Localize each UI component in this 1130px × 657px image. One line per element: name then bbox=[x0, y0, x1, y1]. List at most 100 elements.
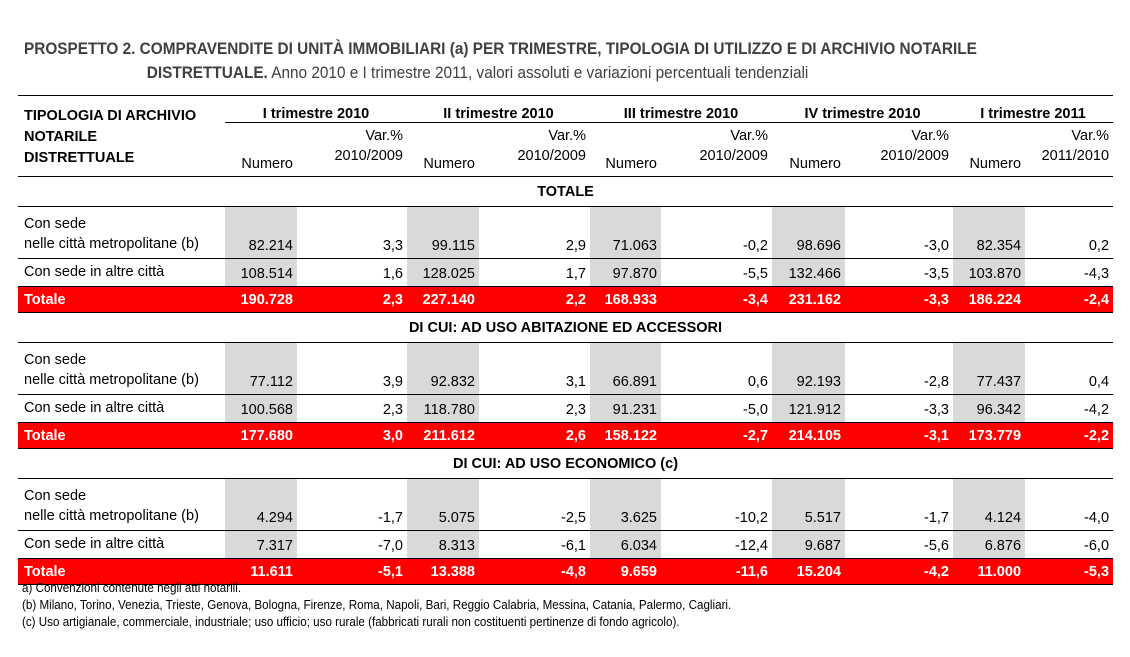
numero-cell: 91.231 bbox=[590, 394, 661, 423]
total-variation-cell: -3,1 bbox=[845, 422, 954, 449]
column-group-header: I trimestre 2011 bbox=[953, 95, 1114, 123]
numero-header: Numero bbox=[789, 156, 841, 172]
row-header-line: TIPOLOGIA DI ARCHIVIO bbox=[24, 108, 197, 124]
variation-header: Var.% 2010/2009 bbox=[297, 123, 407, 177]
variation-header-line1: Var.% bbox=[730, 128, 768, 144]
row-label-line: Con sede in altre città bbox=[24, 400, 165, 416]
total-numero-cell: 214.105 bbox=[772, 422, 845, 449]
numero-cell: 6.876 bbox=[953, 530, 1026, 559]
title-bold: DISTRETTUALE. bbox=[146, 64, 268, 82]
total-variation-cell: -2,7 bbox=[661, 422, 772, 449]
numero-header: Numero bbox=[969, 156, 1022, 172]
numero-cell: 103.870 bbox=[953, 258, 1026, 287]
row-header-label: TIPOLOGIA DI ARCHIVIO NOTARILE DISTRETTUAL… bbox=[18, 95, 225, 177]
total-row: Totale 190.728 2,3 227.140 2,2 168.933 -3,4 231… bbox=[18, 286, 1114, 313]
row-label: Con sede nelle città metropolitane (b) bbox=[18, 478, 225, 531]
variation-header-line1: Var.% bbox=[365, 128, 403, 144]
section-header-row: DI CUI: AD USO ECONOMICO (c) bbox=[18, 448, 1114, 479]
total-variation-cell: -3,4 bbox=[661, 286, 772, 313]
variation-cell: -10,2 bbox=[661, 478, 772, 531]
variation-cell: -12,4 bbox=[661, 530, 772, 559]
section-header-row: DI CUI: AD USO ABITAZIONE ED ACCESSORI bbox=[18, 312, 1114, 343]
numero-cell: 6.034 bbox=[590, 530, 661, 559]
row-label-line: Con sede bbox=[24, 488, 87, 504]
variation-cell: 2,3 bbox=[297, 394, 407, 423]
total-numero-cell: 186.224 bbox=[953, 286, 1026, 313]
column-group-header: I trimestre 2010 bbox=[225, 95, 407, 123]
total-variation-cell: 2,6 bbox=[479, 422, 590, 449]
table-title: PROSPETTO 2. COMPRAVENDITE DI UNITÀ IMMO… bbox=[24, 37, 977, 85]
total-variation-cell: -2,2 bbox=[1025, 422, 1114, 449]
total-label: Totale bbox=[18, 422, 225, 449]
total-numero-cell: 231.162 bbox=[772, 286, 845, 313]
variation-cell: -2,5 bbox=[479, 478, 590, 531]
variation-header-line2: 2010/2009 bbox=[880, 148, 950, 164]
numero-cell: 9.687 bbox=[772, 530, 845, 559]
variation-cell: -5,5 bbox=[661, 258, 772, 287]
total-numero-cell: 211.612 bbox=[407, 422, 479, 449]
row-label-line: nelle città metropolitane (b) bbox=[24, 236, 199, 252]
row-label: Con sede nelle città metropolitane (b) bbox=[18, 206, 225, 259]
footnotes: a) Convenzioni contenute negli atti nota… bbox=[22, 580, 731, 631]
variation-header-line2: 2010/2009 bbox=[699, 148, 768, 164]
row-label-line: Con sede in altre città bbox=[24, 264, 165, 280]
subheader-row: Numero Var.% 2010/2009 Numero Var.% 2010/2009… bbox=[18, 123, 1113, 177]
row-label-line: Con sede in altre città bbox=[24, 536, 165, 552]
variation-cell: -4,3 bbox=[1025, 258, 1114, 287]
numero-cell: 118.780 bbox=[407, 394, 479, 423]
numero-cell: 4.294 bbox=[225, 478, 297, 531]
total-variation-cell: 2,2 bbox=[479, 286, 590, 313]
numero-cell: 121.912 bbox=[772, 394, 845, 423]
numero-cell: 7.317 bbox=[225, 530, 297, 559]
numero-cell: 82.214 bbox=[225, 206, 297, 259]
data-table: TIPOLOGIA DI ARCHIVIO NOTARILE DISTRETTUAL… bbox=[18, 95, 1114, 585]
variation-cell: -7,0 bbox=[297, 530, 407, 559]
numero-cell: 132.466 bbox=[772, 258, 845, 287]
column-group-header: IV trimestre 2010 bbox=[772, 95, 954, 123]
total-row: Totale 177.680 3,0 211.612 2,6 158.122 -2,7 214… bbox=[18, 422, 1114, 449]
row-label: Con sede in altre città bbox=[18, 394, 225, 423]
numero-cell: 8.313 bbox=[407, 530, 479, 559]
title-line-2: DISTRETTUALE. Anno 2010 e I trimestre 20… bbox=[24, 61, 977, 85]
total-variation-cell: 2,3 bbox=[297, 286, 407, 313]
total-numero-cell: 177.680 bbox=[225, 422, 297, 449]
numero-cell: 92.832 bbox=[407, 342, 479, 395]
numero-cell: 77.437 bbox=[953, 342, 1026, 395]
variation-cell: -2,8 bbox=[845, 342, 954, 395]
variation-header-line2: 2011/2010 bbox=[1041, 148, 1110, 164]
row-header-line: NOTARILE bbox=[24, 129, 98, 145]
variation-header: Var.% 2011/2010 bbox=[1025, 123, 1113, 177]
row-label-line: Con sede bbox=[24, 216, 87, 232]
total-numero-cell: 11.611 bbox=[225, 558, 297, 585]
table-row: Con sede nelle città metropolitane (b) 77.… bbox=[18, 342, 1114, 395]
footnote: a) Convenzioni contenute negli atti nota… bbox=[22, 581, 242, 595]
table-row: Con sede nelle città metropolitane (b) 82.… bbox=[18, 206, 1114, 259]
numero-header: Numero bbox=[241, 156, 293, 172]
variation-cell: 0,4 bbox=[1025, 342, 1114, 395]
column-group-header: III trimestre 2010 bbox=[590, 95, 772, 123]
row-label: Con sede in altre città bbox=[18, 530, 225, 559]
variation-cell: -4,2 bbox=[1025, 394, 1114, 423]
row-label-line: Con sede bbox=[24, 352, 87, 368]
variation-cell: -6,1 bbox=[479, 530, 590, 559]
total-variation-cell: -3,3 bbox=[845, 286, 954, 313]
title-subtitle: Anno 2010 e I trimestre 2011, valori ass… bbox=[267, 64, 809, 82]
numero-cell: 108.514 bbox=[225, 258, 297, 287]
numero-header: Numero bbox=[423, 156, 475, 172]
variation-header: Var.% 2010/2009 bbox=[479, 123, 590, 177]
total-numero-cell: 158.122 bbox=[590, 422, 661, 449]
variation-cell: 0,2 bbox=[1025, 206, 1114, 259]
variation-cell: -4,0 bbox=[1025, 478, 1114, 531]
total-variation-cell: -5,1 bbox=[297, 558, 407, 585]
row-label-line: nelle città metropolitane (b) bbox=[24, 508, 199, 524]
footnote: (c) Uso artigianale, commerciale, indust… bbox=[22, 615, 680, 629]
title-line-1: PROSPETTO 2. COMPRAVENDITE DI UNITÀ IMMO… bbox=[24, 40, 977, 58]
total-numero-cell: 168.933 bbox=[590, 286, 661, 313]
column-group-header: II trimestre 2010 bbox=[407, 95, 590, 123]
footnote: (b) Milano, Torino, Venezia, Trieste, Ge… bbox=[22, 598, 732, 612]
numero-cell: 5.517 bbox=[772, 478, 845, 531]
total-variation-cell: -11,6 bbox=[661, 558, 772, 585]
variation-header: Var.% 2010/2009 bbox=[845, 123, 953, 177]
total-variation-cell: -4,8 bbox=[479, 558, 590, 585]
variation-cell: -0,2 bbox=[661, 206, 772, 259]
